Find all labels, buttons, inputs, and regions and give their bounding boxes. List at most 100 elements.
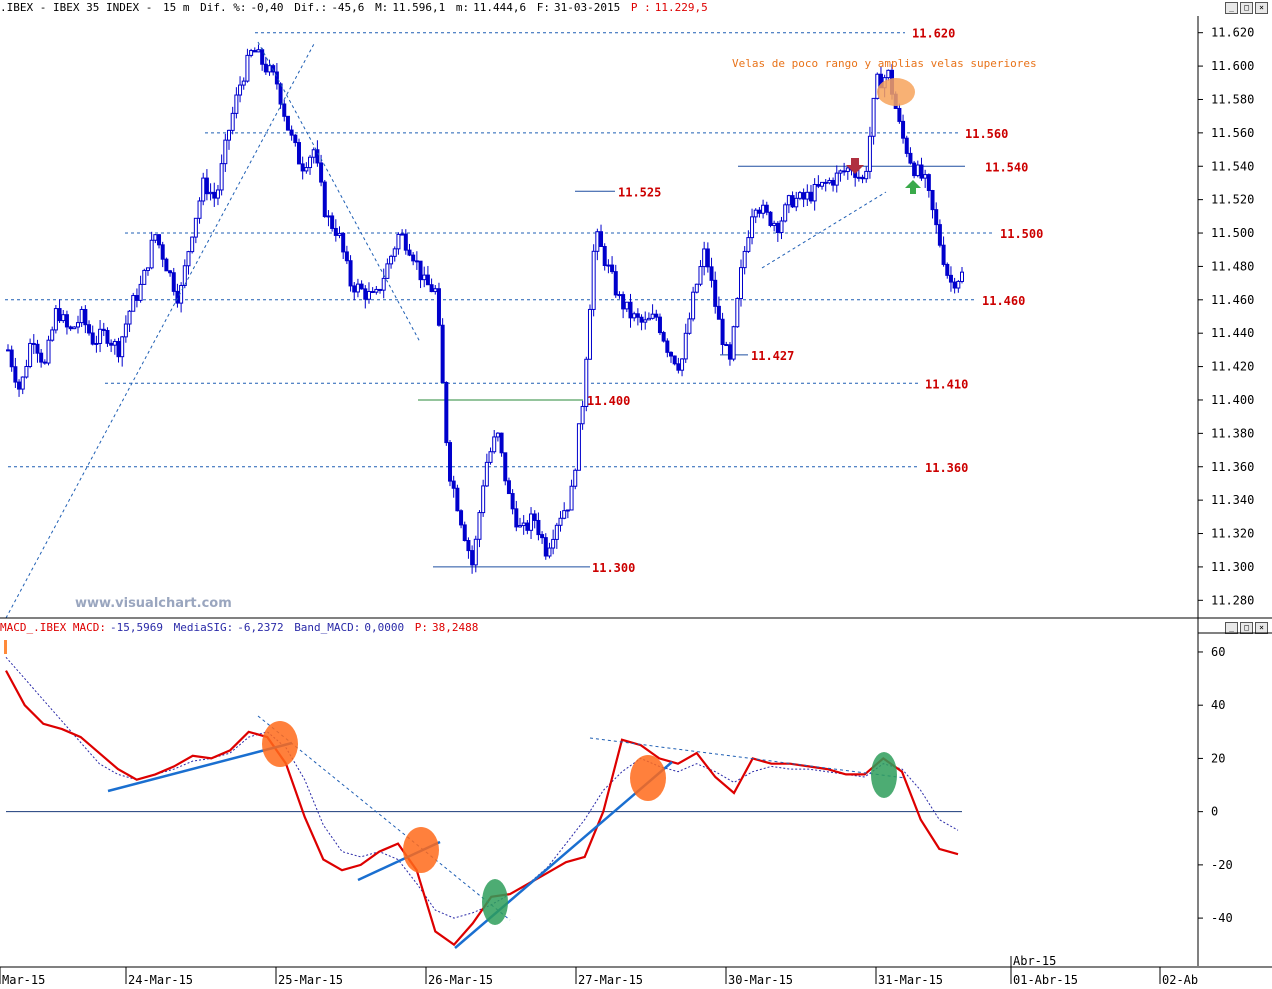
candle [448, 440, 453, 487]
max-value: 11.596,1 [392, 1, 446, 14]
candle-body [448, 442, 453, 482]
candle [330, 212, 335, 232]
candle [101, 322, 106, 337]
close-button[interactable]: × [1255, 2, 1268, 14]
candle [495, 432, 500, 442]
candle [470, 545, 475, 574]
candle [234, 87, 239, 119]
price-y-tick-label: 11.340 [1211, 493, 1254, 507]
candle-body [827, 179, 832, 184]
candle-body [42, 361, 47, 364]
candle [116, 337, 121, 363]
candle-body [407, 249, 412, 256]
candle [657, 313, 662, 336]
max-label: M: [375, 1, 389, 14]
candle-body [142, 269, 147, 285]
candle [403, 229, 408, 255]
candle-body [473, 538, 478, 566]
candle [378, 288, 383, 294]
candle [742, 246, 747, 275]
candle [112, 338, 117, 355]
candle-body [492, 436, 497, 453]
candle-body [654, 313, 659, 318]
price-y-tick-label: 11.400 [1211, 393, 1254, 407]
candle [411, 252, 416, 266]
candle [952, 277, 957, 294]
candle-body [462, 524, 467, 542]
candle-body [138, 283, 143, 301]
price-label: P : [630, 1, 651, 14]
candle-body [897, 107, 902, 122]
candle-body [418, 260, 423, 281]
macd-label: MACD: [72, 621, 106, 634]
candle-body [783, 204, 788, 222]
candle-body [215, 189, 220, 199]
candle [912, 160, 917, 179]
candle-body [761, 204, 766, 214]
candle-body [175, 290, 180, 304]
candle [499, 432, 504, 457]
price-value: 11.229,5 [654, 1, 708, 14]
candle [860, 174, 865, 184]
candle-body [738, 267, 743, 300]
candle [576, 423, 581, 471]
candle-body [341, 232, 346, 253]
price-y-tick-label: 11.440 [1211, 326, 1254, 340]
candle [937, 219, 942, 248]
candle [606, 259, 611, 274]
price-panel: 11.620 11.560 11.540 11.525 11.500 11.460 11.4… [5, 27, 1043, 619]
macd-start-marker [4, 640, 7, 654]
candle [252, 47, 257, 53]
candle [190, 236, 195, 254]
candle-body [757, 209, 762, 214]
candle [105, 327, 110, 347]
candle-body [805, 191, 810, 200]
candle [123, 315, 128, 343]
candle [886, 69, 891, 81]
candle [319, 154, 324, 187]
candle-body [960, 271, 964, 282]
maximize-button[interactable]: □ [1240, 2, 1253, 14]
candle [138, 275, 143, 303]
dif-pct-label: Dif. %: [200, 1, 247, 14]
candle-body [716, 305, 721, 320]
candle [444, 381, 449, 446]
candle-body [705, 248, 710, 268]
candle [783, 202, 788, 223]
candle [808, 184, 813, 204]
candle-body [396, 233, 401, 250]
price-y-tick-label: 11.380 [1211, 426, 1254, 440]
candle-body [436, 288, 441, 326]
macd-dashed-trendline [589, 737, 906, 779]
candle-body [687, 318, 692, 334]
candle [333, 219, 338, 242]
candle-body [901, 120, 906, 139]
minimize-button[interactable]: _ [1225, 2, 1238, 14]
candle [13, 357, 18, 388]
level-label: 11.500 [1000, 227, 1043, 241]
candle [42, 359, 47, 365]
symbol-label: .IBEX - IBEX 35 INDEX - [0, 1, 153, 14]
candle [547, 542, 552, 559]
candle-body [348, 260, 353, 287]
candle-body [930, 190, 935, 211]
candle-body [786, 195, 791, 206]
date-value: 31-03-2015 [554, 1, 621, 14]
candle-body [363, 288, 368, 300]
candle-body [160, 244, 165, 260]
candle-body [75, 322, 80, 328]
candle-body [514, 508, 519, 528]
candle-body [860, 176, 865, 180]
macd-info-bar: MACD_.IBEX MACD: -15,5969 MediaSIG: -6,237… [0, 620, 1272, 636]
candle [702, 241, 707, 276]
candle [709, 257, 714, 288]
level-label: 11.360 [925, 461, 968, 475]
candle-body [39, 352, 44, 363]
candle [691, 286, 696, 322]
candle [75, 315, 80, 334]
x-tick-label: 27-Mar-15 [578, 973, 643, 987]
candle [381, 268, 386, 299]
candle-body [724, 344, 729, 347]
candle-body [300, 163, 305, 172]
candle-body [606, 264, 611, 267]
